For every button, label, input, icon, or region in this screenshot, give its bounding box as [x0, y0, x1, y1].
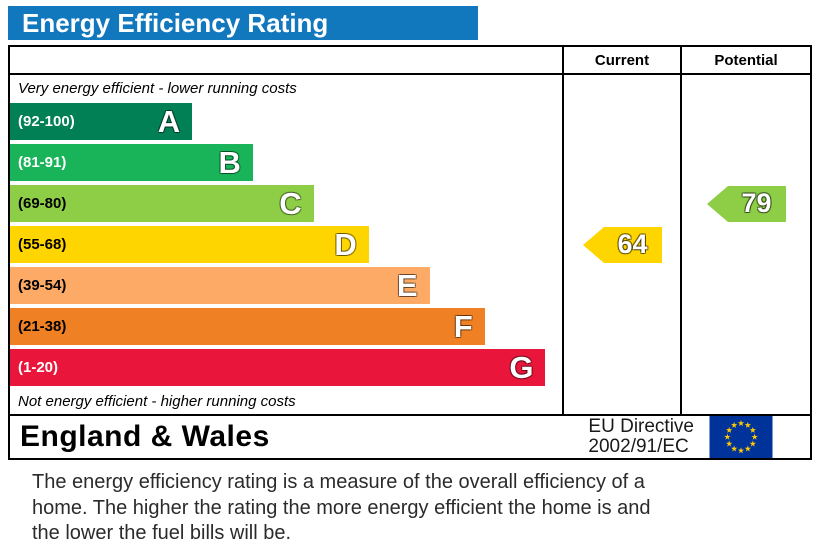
- band-row-E: (39-54) E: [10, 265, 810, 306]
- potential-column-header: Potential: [680, 47, 810, 73]
- top-note-row: Very energy efficient - lower running co…: [10, 75, 810, 101]
- potential-cell-F: [680, 306, 810, 347]
- band-letter-B: B: [218, 145, 241, 180]
- band-letter-G: G: [509, 350, 534, 385]
- current-cell-E: [562, 265, 680, 306]
- band-row-B: (81-91) B: [10, 142, 810, 183]
- band-range-F: (21-38): [18, 318, 67, 335]
- band-G: (1-20) G: [10, 349, 546, 386]
- current-column-header: Current: [562, 47, 680, 73]
- current-cell-empty: [562, 388, 680, 414]
- eu-directive-label: EU Directive 2002/91/EC: [588, 417, 694, 457]
- band-letter-C: C: [279, 186, 302, 221]
- potential-cell-G: [680, 347, 810, 388]
- band-range-C: (69-80): [18, 195, 67, 212]
- current-cell-C: [562, 183, 680, 224]
- current-cell-G: [562, 347, 680, 388]
- band-range-B: (81-91): [18, 154, 67, 171]
- band-letter-E: E: [396, 268, 418, 303]
- header-spacer: [10, 47, 562, 73]
- potential-cell-C: 79: [680, 183, 810, 224]
- bottom-note-row: Not energy efficient - higher running co…: [10, 388, 810, 414]
- band-range-G: (1-20): [18, 359, 59, 376]
- band-cell-B: (81-91) B: [10, 142, 562, 183]
- band-cell-G: (1-20) G: [10, 347, 562, 388]
- potential-cell-B: [680, 142, 810, 183]
- eu-directive-line2: 2002/91/EC: [588, 436, 689, 457]
- region-label: England & Wales: [20, 420, 270, 453]
- current-cell-empty: [562, 75, 680, 101]
- potential-rating-arrow-tip: [706, 185, 728, 222]
- band-E: (39-54) E: [10, 267, 430, 304]
- potential-cell-empty: [680, 75, 810, 101]
- potential-cell-A: [680, 101, 810, 142]
- column-header-row: Current Potential: [10, 47, 810, 75]
- current-rating-arrow-value: 64: [603, 226, 662, 263]
- eu-flag-icon: [709, 416, 773, 458]
- current-rating-arrow-tip: [582, 226, 604, 263]
- current-cell-B: [562, 142, 680, 183]
- band-range-A: (92-100): [18, 113, 75, 130]
- band-A: (92-100) A: [10, 103, 193, 140]
- band-row-G: (1-20) G: [10, 347, 810, 388]
- band-cell-A: (92-100) A: [10, 101, 562, 142]
- potential-cell-empty: [680, 388, 810, 414]
- band-row-C: (69-80) C 79: [10, 183, 810, 224]
- band-rows: (92-100) A (81-91) B (69-80) C 79 (55-68) D 64 (39…: [10, 101, 810, 388]
- band-row-D: (55-68) D 64: [10, 224, 810, 265]
- band-row-F: (21-38) F: [10, 306, 810, 347]
- eu-directive-line1: EU Directive: [588, 416, 694, 438]
- current-rating-arrow: 64: [582, 226, 662, 263]
- current-cell-D: 64: [562, 224, 680, 265]
- band-row-A: (92-100) A: [10, 101, 810, 142]
- current-cell-A: [562, 101, 680, 142]
- band-B: (81-91) B: [10, 144, 253, 181]
- top-note: Very energy efficient - lower running co…: [18, 79, 297, 97]
- description-text: The energy efficiency rating is a measur…: [32, 471, 651, 545]
- footer: England & Wales EU Directive 2002/91/EC: [8, 416, 812, 460]
- potential-cell-E: [680, 265, 810, 306]
- band-letter-D: D: [334, 227, 357, 262]
- band-letter-A: A: [157, 104, 181, 139]
- band-D: (55-68) D: [10, 226, 369, 263]
- band-C: (69-80) C: [10, 185, 314, 222]
- band-letter-F: F: [453, 309, 473, 344]
- band-F: (21-38) F: [10, 308, 485, 345]
- band-cell-C: (69-80) C: [10, 183, 562, 224]
- band-range-D: (55-68): [18, 236, 67, 253]
- band-range-E: (39-54): [18, 277, 67, 294]
- current-cell-F: [562, 306, 680, 347]
- potential-rating-arrow: 79: [706, 185, 786, 222]
- bottom-note: Not energy efficient - higher running co…: [18, 392, 296, 410]
- epc-chart: Current Potential Very energy efficient …: [8, 45, 812, 416]
- band-cell-D: (55-68) D: [10, 224, 562, 265]
- band-cell-E: (39-54) E: [10, 265, 562, 306]
- band-cell-F: (21-38) F: [10, 306, 562, 347]
- potential-cell-D: [680, 224, 810, 265]
- potential-rating-arrow-value: 79: [727, 185, 786, 222]
- page-title: Energy Efficiency Rating: [8, 6, 478, 40]
